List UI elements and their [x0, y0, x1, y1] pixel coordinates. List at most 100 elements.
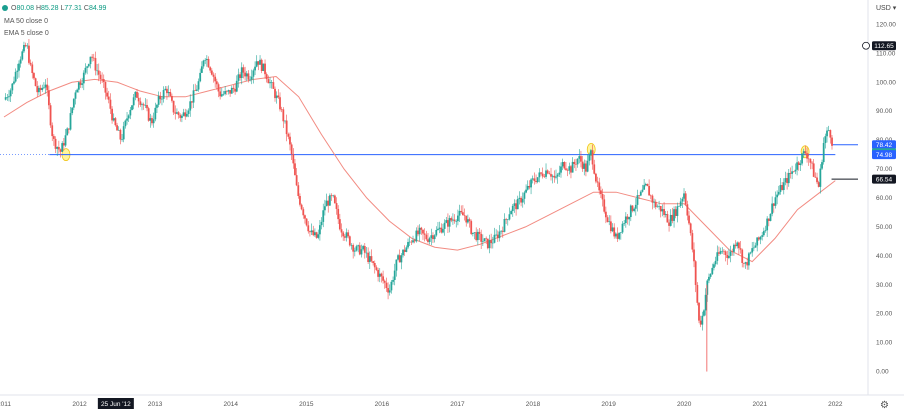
candle-body [114, 118, 117, 126]
candle-body [679, 201, 682, 206]
candle-body [468, 219, 471, 222]
candle-body [47, 90, 50, 106]
open-label: O [11, 5, 17, 12]
candle-body [348, 236, 351, 246]
candle-body [72, 98, 75, 108]
candle-body [465, 215, 468, 223]
candle-body [754, 245, 757, 248]
candle-body [142, 104, 145, 106]
candle-body [626, 216, 629, 220]
candle-body [21, 51, 24, 60]
crosshair-time-text: 25 Jun '12 [101, 401, 131, 408]
ma-legend[interactable]: MA 50 close 0 [4, 18, 48, 25]
candle-body [536, 177, 539, 183]
candle-body [428, 238, 431, 242]
price-label: 112.65 [874, 43, 894, 50]
candle-body [703, 310, 705, 316]
candle-body [824, 136, 827, 144]
candle-body [174, 112, 177, 114]
candle-body [227, 90, 230, 92]
candle-body [116, 125, 118, 131]
candle-body [719, 251, 722, 254]
candle-body [716, 252, 719, 261]
candle-body [525, 189, 527, 193]
candle-body [240, 67, 243, 78]
candle-body [312, 230, 315, 236]
candle-body [270, 82, 273, 83]
y-tick-label: 20.00 [876, 311, 893, 318]
candle-body [393, 270, 396, 280]
price-label: 74.98 [876, 152, 893, 159]
currency-selector[interactable]: USD ▾ [876, 5, 897, 12]
candle-body [292, 154, 295, 164]
candle-body [328, 195, 331, 206]
candle-body [152, 119, 155, 124]
candle-body [269, 82, 271, 84]
candle-body [691, 233, 694, 250]
ma-50-line [3, 75, 836, 263]
candle-body [34, 78, 37, 87]
candle-body [410, 241, 413, 243]
candle-body [385, 282, 388, 289]
candle-body [578, 156, 581, 159]
candle-body [154, 107, 157, 120]
candle-body [822, 143, 825, 163]
candle-body [41, 87, 44, 90]
candle-body [121, 139, 123, 140]
candle-body [621, 223, 624, 233]
candle-body [94, 58, 97, 71]
candle-body [295, 175, 298, 186]
gear-icon[interactable]: ⚙ [880, 400, 889, 411]
candle-body [13, 81, 15, 84]
candle-body [277, 95, 280, 98]
y-tick-label: 50.00 [876, 224, 893, 231]
candle-body [373, 262, 376, 268]
candle-body [375, 267, 378, 270]
candle-body [648, 186, 651, 196]
candle-body [317, 234, 320, 238]
candle-body [570, 166, 572, 173]
candle-body [126, 118, 128, 121]
candle-body [353, 250, 356, 252]
candle-body [151, 118, 153, 124]
candle-body [136, 91, 138, 98]
horizontal-lines[interactable] [0, 144, 858, 180]
candle-body [229, 90, 232, 94]
candle-body [729, 251, 732, 256]
candle-body [694, 261, 697, 285]
candle-body [149, 118, 152, 121]
candle-body [192, 90, 195, 103]
candle-body [408, 241, 411, 243]
candle-body [274, 88, 276, 99]
candle-body [623, 223, 626, 224]
alert-icon[interactable] [862, 41, 870, 50]
candle-body [563, 162, 566, 169]
x-tick-label: 2018 [526, 401, 541, 408]
candle-body [445, 220, 448, 223]
candle-body [526, 185, 529, 190]
candle-body [496, 234, 499, 239]
candle-body [797, 162, 800, 166]
candle-body [706, 280, 709, 295]
candle-body [761, 235, 764, 237]
candle-body [689, 223, 692, 234]
candle-body [724, 251, 727, 256]
candle-body [779, 185, 782, 192]
candle-body [87, 64, 90, 67]
ema-legend[interactable]: EMA 5 close 0 [4, 30, 49, 37]
candle-body [69, 113, 72, 130]
candlestick-series [4, 38, 833, 372]
candle-body [127, 115, 130, 119]
candle-body [558, 172, 561, 175]
low-value: 77.31 [64, 5, 82, 12]
candle-body [92, 57, 95, 59]
candle-body [744, 262, 747, 264]
candle-body [36, 86, 39, 93]
candle-body [112, 118, 115, 121]
candle-body [33, 73, 35, 79]
candle-body [711, 267, 714, 275]
candle-body [606, 217, 609, 223]
candle-body [714, 260, 717, 265]
candle-body [111, 108, 113, 121]
